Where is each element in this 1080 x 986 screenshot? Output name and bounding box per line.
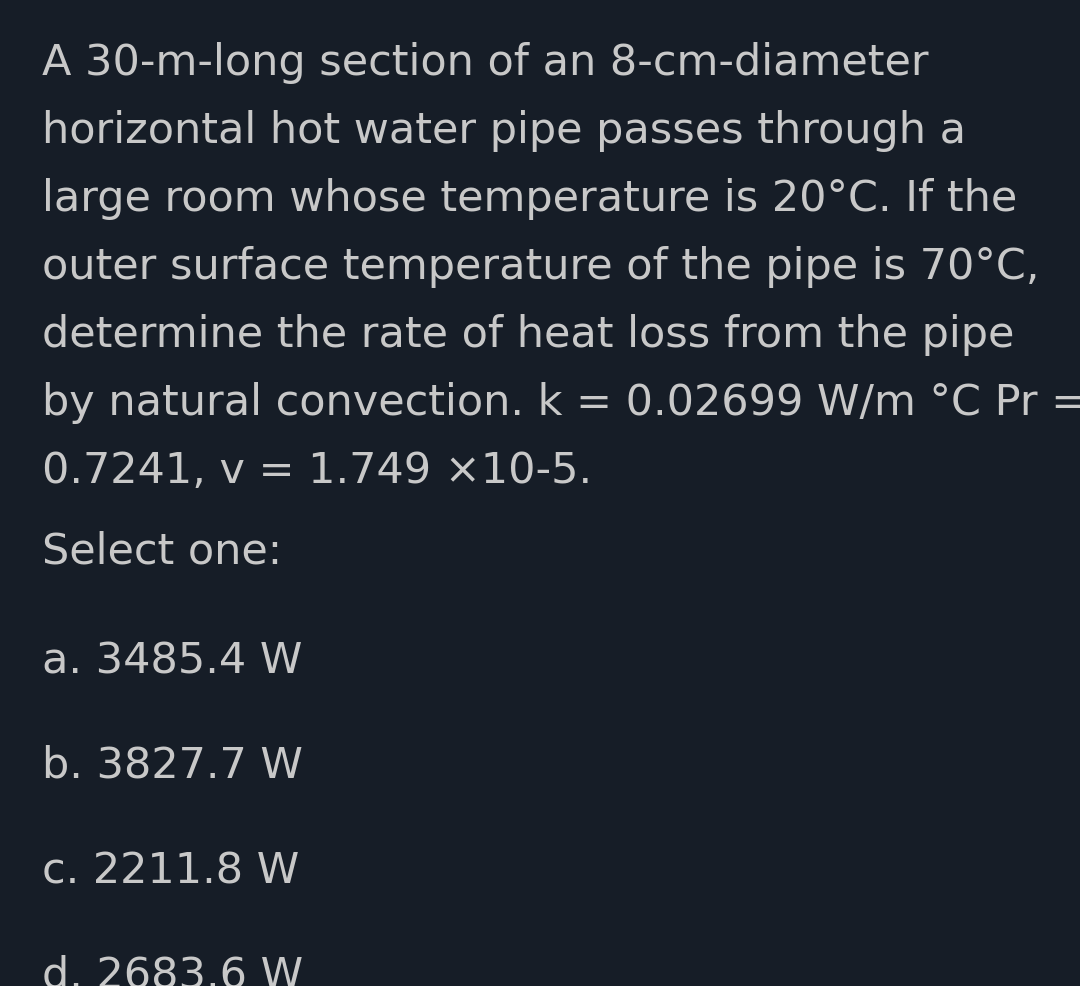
Text: b. 3827.7 W: b. 3827.7 W xyxy=(42,745,302,787)
Text: by natural convection. k = 0.02699 W/m °C Pr =: by natural convection. k = 0.02699 W/m °… xyxy=(42,382,1080,424)
Text: horizontal hot water pipe passes through a: horizontal hot water pipe passes through… xyxy=(42,110,966,152)
Text: large room whose temperature is 20°C. If the: large room whose temperature is 20°C. If… xyxy=(42,178,1017,220)
Text: outer surface temperature of the pipe is 70°C,: outer surface temperature of the pipe is… xyxy=(42,246,1039,288)
Text: Select one:: Select one: xyxy=(42,530,282,572)
Text: a. 3485.4 W: a. 3485.4 W xyxy=(42,640,302,682)
Text: determine the rate of heat loss from the pipe: determine the rate of heat loss from the… xyxy=(42,314,1014,356)
Text: 0.7241, v = 1.749 ×10-5.: 0.7241, v = 1.749 ×10-5. xyxy=(42,450,592,492)
Text: d. 2683.6 W: d. 2683.6 W xyxy=(42,955,303,986)
Text: A 30-m-long section of an 8-cm-diameter: A 30-m-long section of an 8-cm-diameter xyxy=(42,42,929,84)
Text: c. 2211.8 W: c. 2211.8 W xyxy=(42,850,299,892)
